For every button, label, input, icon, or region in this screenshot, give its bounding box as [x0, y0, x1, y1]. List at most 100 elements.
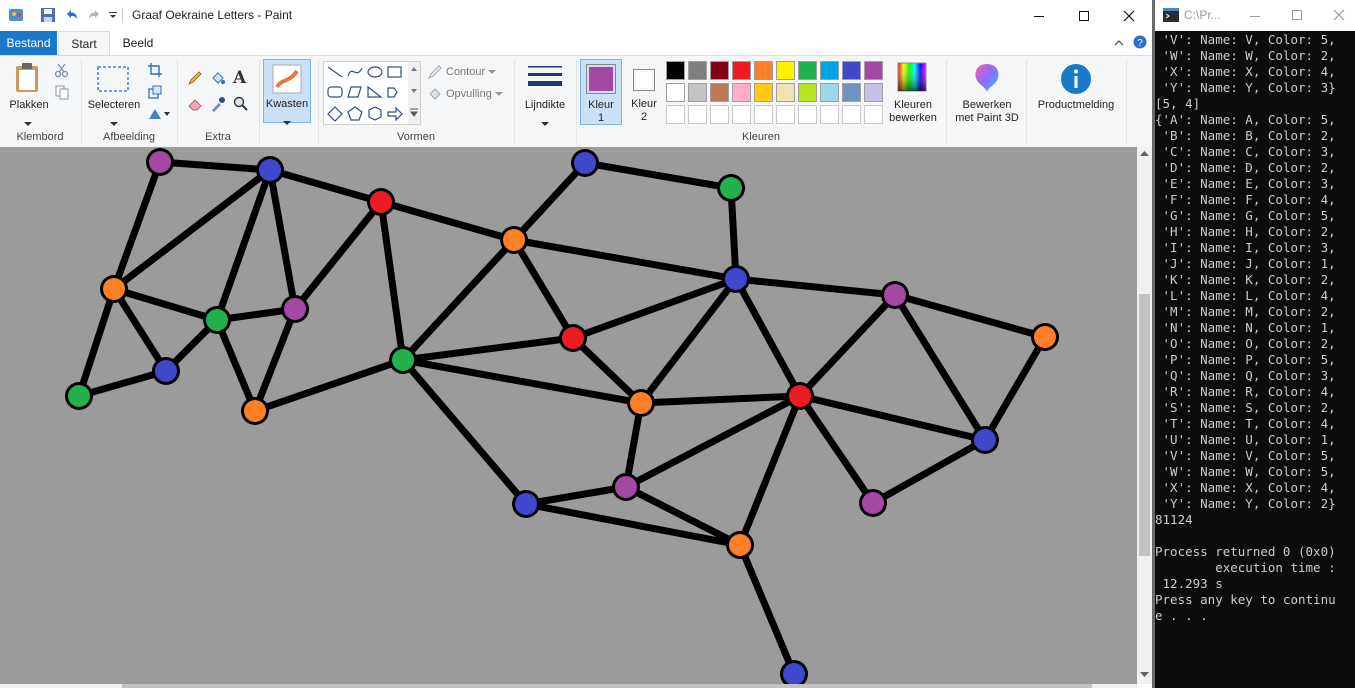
console-line: 'D': Name: D, Color: 2,: [1155, 160, 1336, 175]
svg-text:?: ?: [1137, 38, 1143, 49]
palette-swatch[interactable]: [688, 83, 707, 102]
console-line: 'F': Name: F, Color: 4,: [1155, 192, 1336, 207]
palette-swatch[interactable]: [754, 83, 773, 102]
color2-button[interactable]: Kleur 2: [624, 59, 664, 125]
palette-empty-swatch[interactable]: [710, 105, 729, 124]
console-close-icon[interactable]: [1333, 9, 1345, 21]
palette-swatch[interactable]: [666, 61, 685, 80]
text-tool-icon[interactable]: A: [233, 68, 247, 88]
palette-empty-swatch[interactable]: [798, 105, 817, 124]
palette-swatch[interactable]: [688, 61, 707, 80]
minimize-button[interactable]: [1016, 0, 1062, 31]
scroll-up-icon[interactable]: [1140, 151, 1149, 157]
paste-button[interactable]: Plakken: [4, 58, 54, 126]
tab-bestand[interactable]: Bestand: [0, 31, 57, 55]
palette-swatch[interactable]: [798, 83, 817, 102]
palette-empty-swatch[interactable]: [776, 105, 795, 124]
palette-swatch[interactable]: [710, 61, 729, 80]
palette-empty-swatch[interactable]: [732, 105, 751, 124]
ribbon-separator: [318, 60, 319, 144]
palette-swatch[interactable]: [864, 61, 883, 80]
graph-edge: [156, 158, 274, 174]
scroll-down-icon[interactable]: [1140, 672, 1149, 678]
magnifier-icon[interactable]: [233, 96, 249, 117]
tab-start[interactable]: Start: [58, 31, 110, 55]
maximize-button[interactable]: [1061, 0, 1107, 31]
console-title: C:\Pr...: [1184, 8, 1221, 22]
clipboard-icon: [16, 63, 38, 92]
graph-edge: [110, 158, 164, 293]
graph-node-blue: [574, 152, 596, 174]
paint-window: Graaf Oekraine Letters - Paint Bestand S…: [0, 0, 1152, 688]
palette-swatch[interactable]: [798, 61, 817, 80]
cut-icon[interactable]: [54, 62, 70, 83]
console-maximize-icon[interactable]: [1291, 9, 1303, 21]
palette-empty-swatch[interactable]: [842, 105, 861, 124]
ribbon-separator: [177, 60, 178, 144]
console-line: 'J': Name: J, Color: 1,: [1155, 256, 1336, 271]
close-button[interactable]: [1106, 0, 1152, 31]
select-label: Selecteren: [87, 99, 141, 111]
copy-icon[interactable]: [54, 84, 70, 105]
console-line: 'N': Name: N, Color: 1,: [1155, 320, 1336, 335]
kleuren-group-label: Kleuren: [742, 131, 780, 143]
edit-colors-button[interactable]: Kleuren bewerken: [886, 58, 940, 126]
vertical-scroll-thumb[interactable]: [1139, 294, 1150, 556]
palette-swatch[interactable]: [842, 83, 861, 102]
palette-swatch[interactable]: [732, 61, 751, 80]
horizontal-scroll-thumb[interactable]: [122, 684, 1092, 688]
brushes-dropdown-icon: [283, 113, 291, 131]
console-minimize-icon[interactable]: [1249, 10, 1261, 22]
graph-edge: [399, 356, 530, 508]
shapes-gallery[interactable]: [323, 61, 421, 125]
palette-empty-swatch[interactable]: [688, 105, 707, 124]
title-bar: Graaf Oekraine Letters - Paint: [0, 0, 1152, 31]
color-picker-icon[interactable]: [210, 96, 226, 117]
brushes-button[interactable]: Kwasten: [263, 59, 311, 125]
customize-toolbar-icon[interactable]: [108, 5, 118, 25]
palette-swatch[interactable]: [666, 83, 685, 102]
palette-swatch[interactable]: [776, 83, 795, 102]
resize-icon[interactable]: [147, 84, 163, 105]
palette-swatch[interactable]: [864, 83, 883, 102]
graph-edge: [75, 285, 118, 400]
palette-swatch[interactable]: [820, 83, 839, 102]
palette-swatch[interactable]: [842, 61, 861, 80]
palette-empty-swatch[interactable]: [820, 105, 839, 124]
drawing-canvas[interactable]: [0, 147, 1137, 684]
help-icon[interactable]: ?: [1133, 35, 1147, 54]
contour-button[interactable]: Contour: [427, 64, 497, 80]
product-alert-button[interactable]: Productmelding: [1030, 58, 1124, 128]
rotate-icon[interactable]: [147, 106, 171, 127]
redo-icon[interactable]: [86, 5, 102, 25]
graph-node-purple: [884, 284, 906, 306]
palette-swatch[interactable]: [820, 61, 839, 80]
palette-empty-swatch[interactable]: [666, 105, 685, 124]
eraser-icon[interactable]: [187, 96, 203, 117]
palette-empty-swatch[interactable]: [754, 105, 773, 124]
tab-beeld[interactable]: Beeld: [122, 36, 154, 50]
paint3d-button[interactable]: Bewerken met Paint 3D: [950, 58, 1024, 128]
palette-swatch[interactable]: [710, 83, 729, 102]
graph-node-red: [370, 191, 392, 213]
paint-app-icon[interactable]: [8, 5, 26, 25]
palette-swatch[interactable]: [754, 61, 773, 80]
color1-button[interactable]: Kleur 1: [580, 59, 622, 125]
line-width-button[interactable]: Lijndikte: [520, 58, 572, 126]
palette-swatch[interactable]: [776, 61, 795, 80]
fill-button[interactable]: Opvulling: [427, 86, 503, 102]
horizontal-scrollbar[interactable]: [0, 684, 1137, 688]
color2-swatch: [633, 69, 655, 91]
crop-icon[interactable]: [147, 62, 163, 83]
collapse-ribbon-icon[interactable]: [1113, 36, 1125, 54]
graph-node-green: [720, 177, 742, 199]
pencil-icon[interactable]: [187, 70, 203, 91]
palette-swatch[interactable]: [732, 83, 751, 102]
fill-bucket-icon[interactable]: [210, 70, 226, 91]
undo-icon[interactable]: [64, 5, 80, 25]
palette-empty-swatch[interactable]: [864, 105, 883, 124]
graph-node-orange: [503, 229, 525, 251]
select-button[interactable]: Selecteren: [86, 58, 142, 126]
save-icon[interactable]: [40, 5, 56, 25]
console-title-bar: C:\Pr...: [1155, 0, 1355, 31]
